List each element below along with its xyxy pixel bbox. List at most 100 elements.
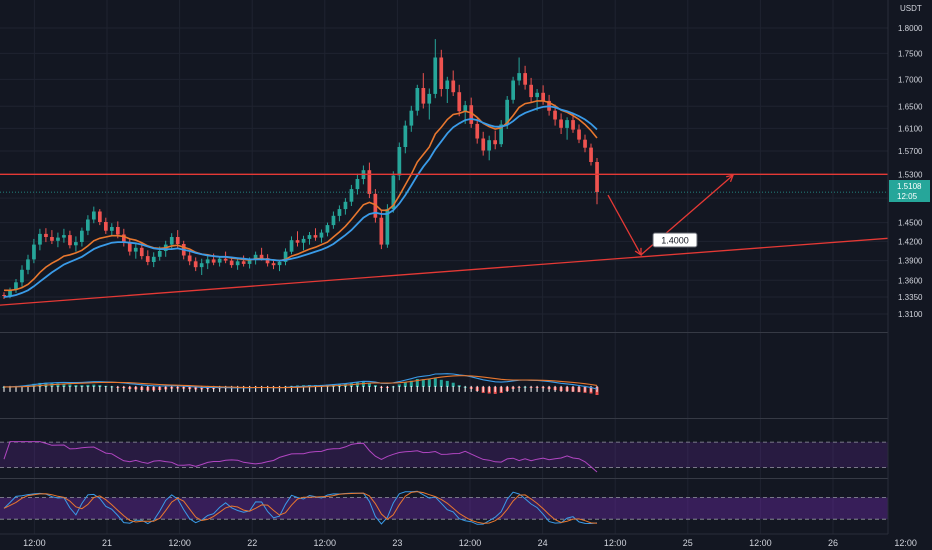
candle-body: [187, 255, 192, 262]
macd-histogram-bar: [451, 382, 455, 387]
macd-volume-tick: [464, 385, 466, 392]
candle-body: [169, 237, 174, 245]
macd-volume-tick: [362, 385, 364, 392]
candle-body: [523, 73, 527, 85]
candle-body: [319, 232, 324, 238]
time-axis[interactable]: 12:00 21 12:00 22 12:00 23 12:00 24 12:00 25 12:00…: [0, 533, 932, 550]
macd-histogram-bar: [445, 380, 449, 387]
candle-body: [505, 99, 509, 125]
candle-body: [98, 211, 102, 222]
macd-volume-tick: [368, 385, 370, 392]
candle-body: [139, 247, 144, 257]
macd-volume-tick: [129, 385, 131, 392]
macd-volume-tick: [416, 385, 418, 392]
macd-volume-tick: [75, 385, 77, 392]
macd-volume-tick: [249, 385, 251, 392]
candle-body: [199, 263, 204, 268]
candle-body: [439, 57, 444, 89]
price-pane[interactable]: 1.4000: [0, 39, 889, 306]
candle-body: [349, 189, 354, 202]
x-tick-label: 12:00: [604, 538, 627, 548]
macd-volume-tick: [69, 385, 71, 392]
price-axis[interactable]: USDT 1.8000 1.7500 1.7000 1.6500 1.6100 1.570…: [887, 0, 932, 534]
candle-body: [38, 233, 42, 245]
candle-body: [553, 110, 557, 120]
candle-body: [74, 242, 78, 246]
macd-volume-tick: [296, 385, 299, 392]
candle-body: [175, 237, 180, 244]
macd-volume-tick: [332, 385, 334, 392]
macd-histogram-bar: [415, 379, 419, 387]
stoch-d-line: [3, 491, 598, 524]
y-tick-label: 1.6500: [898, 102, 923, 111]
rsi-line: [3, 441, 598, 473]
countdown-text: 12:05: [897, 192, 918, 201]
macd-histogram-bar: [62, 383, 66, 387]
x-tick-label: 23: [392, 538, 402, 548]
candle-body: [397, 147, 402, 176]
macd-volume-tick: [572, 385, 574, 392]
macd-volume-tick: [446, 385, 448, 392]
stochastic-pane[interactable]: 100.0050.000.00: [0, 486, 923, 531]
macd-volume-tick: [15, 385, 17, 392]
macd-volume-tick: [434, 385, 436, 392]
candle-body: [14, 282, 18, 290]
target-label-box[interactable]: 1.4000: [652, 232, 698, 248]
macd-histogram-bar: [427, 379, 431, 387]
macd-volume-tick: [165, 385, 167, 392]
macd-volume-tick: [195, 385, 197, 392]
macd-volume-tick: [440, 385, 442, 392]
macd-volume-tick: [518, 385, 520, 392]
y-tick-label: 1.3600: [898, 276, 923, 285]
candle-body: [44, 233, 48, 237]
ema-fast-line: [4, 100, 598, 292]
time-axis-background: [0, 534, 888, 550]
ascending-trendline[interactable]: [0, 237, 889, 306]
x-tick-label: 12:00: [894, 538, 917, 548]
candle-body: [241, 261, 246, 264]
macd-volume-tick: [392, 385, 394, 392]
macd-volume-tick: [500, 385, 502, 392]
macd-volume-tick: [554, 385, 556, 392]
candle-body: [565, 120, 569, 128]
candle-body: [535, 92, 539, 98]
macd-volume-tick: [314, 385, 317, 392]
candle-body: [133, 247, 138, 252]
macd-volume-tick: [566, 385, 568, 392]
macd-histogram-bar: [403, 382, 407, 387]
macd-histogram-bar: [56, 383, 60, 387]
macd-volume-tick: [470, 385, 472, 392]
macd-volume-tick: [578, 385, 580, 392]
x-tick-label: 12:00: [314, 538, 337, 548]
macd-volume-tick: [386, 385, 388, 392]
macd-volume-tick: [584, 385, 586, 392]
candle-body: [2, 295, 6, 296]
macd-volume-tick: [506, 385, 508, 392]
macd-volume-tick: [380, 385, 382, 392]
candle-body: [110, 227, 114, 231]
pane-dividers[interactable]: [0, 332, 932, 479]
macd-volume-tick: [105, 385, 107, 392]
x-tick-label: 25: [683, 538, 693, 548]
candle-body: [379, 217, 384, 245]
macd-volume-tick: [458, 385, 460, 392]
candle-body: [295, 240, 300, 243]
macd-volume-tick: [237, 385, 239, 392]
candle-body: [229, 260, 234, 266]
macd-histogram-bar: [92, 384, 96, 387]
candle-body: [151, 256, 156, 262]
macd-volume-tick: [530, 385, 532, 392]
macd-histogram-bar: [409, 380, 413, 387]
macd-volume-tick: [255, 385, 257, 392]
candle-body: [92, 211, 96, 220]
macd-volume-tick: [326, 385, 329, 392]
candle-body: [56, 237, 60, 241]
currency-label: USDT: [900, 4, 922, 13]
macd-volume-tick: [231, 385, 233, 392]
x-tick-label: 26: [828, 538, 838, 548]
x-tick-label: 22: [247, 538, 257, 548]
y-tick-label: 1.8000: [898, 24, 923, 33]
macd-volume-tick: [344, 385, 346, 392]
macd-histogram-bar: [367, 383, 371, 387]
